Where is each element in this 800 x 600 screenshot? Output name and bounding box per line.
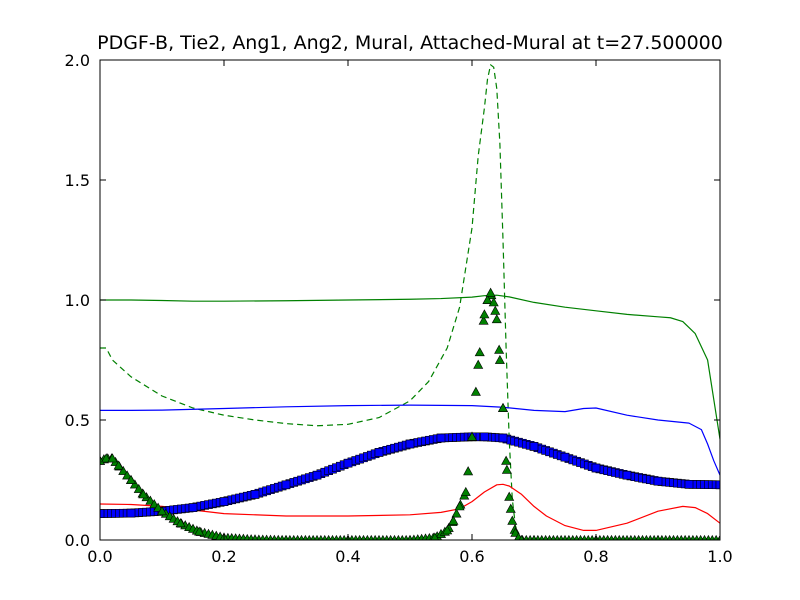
data-point-5-17: [454, 501, 465, 511]
data-point-5-0: [100, 455, 106, 465]
data-point-4-5: [250, 490, 260, 499]
data-point-5-18: [460, 486, 471, 496]
series-marker-5: [129, 479, 140, 489]
data-point-5-26: [494, 354, 505, 364]
series-marker-5: [463, 466, 474, 476]
data-point-4-7: [312, 470, 322, 480]
x-tick-label: 1.0: [707, 547, 732, 566]
y-tick-label: 0.5: [65, 411, 90, 430]
x-tick-label: 0.2: [211, 547, 236, 566]
x-tick-label: 0.6: [459, 547, 484, 566]
data-point-5-1: [101, 453, 112, 463]
data-point-4-17: [591, 463, 601, 473]
data-point-5-28: [501, 455, 512, 465]
data-point-4-9: [374, 448, 384, 457]
data-point-5-25: [491, 314, 502, 324]
data-point-4-11: [436, 433, 446, 443]
data-point-4-1: [126, 508, 136, 518]
y-tick-label: 1.5: [65, 171, 90, 190]
data-point-4-6: [281, 480, 291, 490]
data-point-5-7: [175, 518, 186, 528]
axes-frame: [99, 59, 721, 541]
data-point-4-18: [622, 470, 632, 480]
series-marker-5: [494, 344, 505, 354]
data-point-4-0: [100, 509, 105, 518]
data-point-5-21: [479, 309, 490, 319]
data-point-5-4: [125, 474, 137, 484]
data-point-4-13: [480, 432, 489, 442]
series-marker-5: [474, 347, 485, 357]
data-point-4-21: [715, 480, 720, 490]
series-line-2: [100, 404, 720, 476]
y-tick-label: 2.0: [65, 51, 90, 70]
x-tick-label: 0.8: [583, 547, 608, 566]
series-marker-5: [490, 305, 501, 315]
x-tick-label: 0.0: [87, 547, 112, 566]
series-marker-5: [505, 503, 516, 513]
data-point-4-10: [405, 439, 415, 449]
data-point-5-6: [156, 506, 168, 516]
data-point-5-30: [507, 515, 518, 525]
data-point-4-15: [529, 442, 539, 451]
data-point-5-16: [448, 515, 459, 525]
data-point-5-10: [251, 534, 259, 540]
data-point-5-19: [466, 431, 478, 441]
series-marker-5: [478, 315, 489, 325]
data-point-5-2: [107, 453, 118, 463]
series-line-1: [100, 64, 720, 540]
data-point-5-5: [138, 489, 149, 499]
data-point-4-19: [653, 476, 663, 486]
series-marker-5: [118, 465, 129, 475]
series-line-3: [100, 483, 720, 532]
plot-area: [100, 64, 720, 540]
y-tick-label: 1.0: [65, 291, 90, 310]
series-marker-5: [122, 470, 133, 480]
data-point-5-20: [473, 359, 484, 369]
x-tick-label: 0.4: [335, 547, 360, 566]
data-point-5-3: [113, 460, 124, 470]
data-point-4-8: [343, 458, 353, 468]
y-tick-label: 0.0: [65, 531, 90, 550]
axis-ticks: 0.0 0.2 0.4 0.6 0.8 1.0 0.0 0.5 1.0 1.5 2.0: [65, 51, 733, 566]
chart-title: PDGF-B, Tie2, Ang1, Ang2, Mural, Attache…: [97, 32, 723, 54]
data-point-5-22: [482, 294, 493, 304]
data-point-4-3: [188, 503, 198, 512]
series-marker-5: [133, 483, 144, 493]
data-point-5-8: [194, 526, 205, 536]
data-point-4-20: [684, 480, 694, 489]
data-point-5-14: [430, 532, 439, 540]
series-line-0: [100, 294, 720, 440]
data-point-5-29: [504, 491, 515, 501]
data-point-5-24: [488, 297, 499, 307]
data-point-4-14: [498, 433, 508, 443]
data-point-4-16: [560, 452, 570, 462]
data-point-5-23: [485, 287, 496, 297]
data-point-4-4: [219, 497, 229, 506]
series-marker-5: [451, 508, 462, 518]
series-marker-5: [470, 386, 481, 396]
series-marker-5: [501, 464, 512, 474]
data-point-5-15: [442, 525, 453, 535]
data-point-5-27: [497, 402, 509, 412]
